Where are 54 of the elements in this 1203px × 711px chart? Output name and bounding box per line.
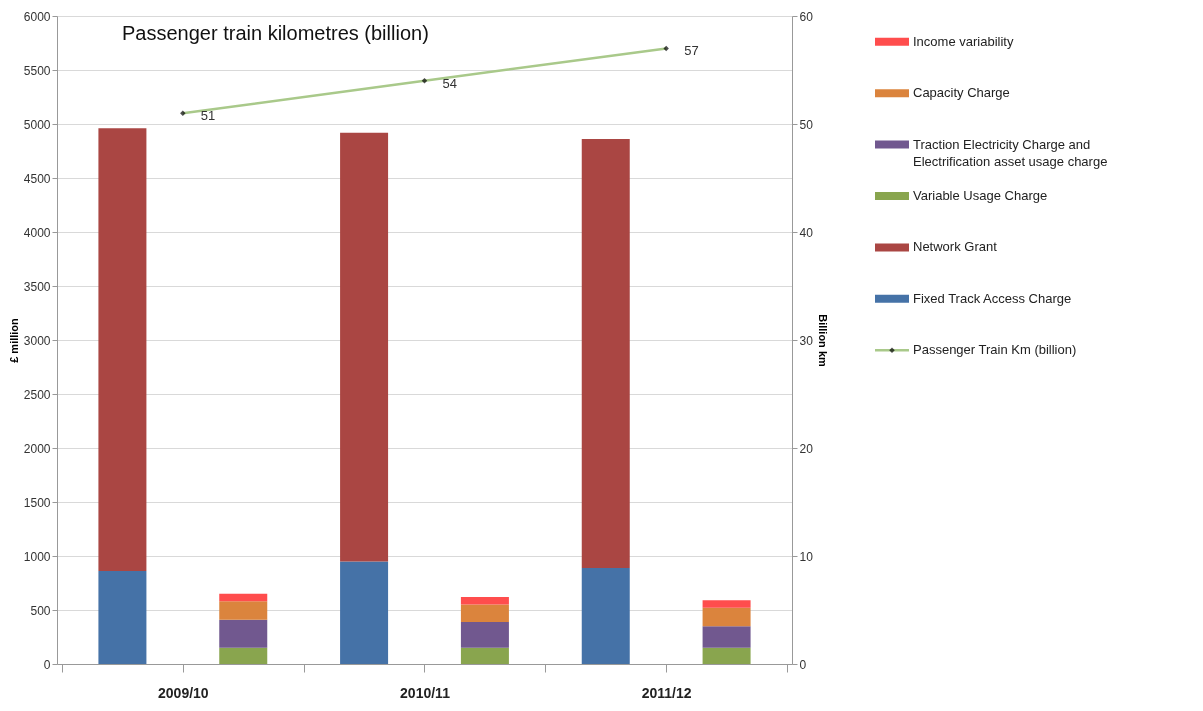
y-axis-title: £ million xyxy=(7,317,20,363)
bar xyxy=(702,607,751,627)
y-tick-label: 4500 xyxy=(23,171,51,186)
y-tick-label: 3000 xyxy=(23,333,51,348)
bar xyxy=(340,561,389,664)
data-label: 57 xyxy=(684,43,699,59)
y-tick-label: 2500 xyxy=(23,387,51,402)
legend-label: Fixed Track Access Charge xyxy=(913,290,1072,306)
legend-label: Variable Usage Charge xyxy=(913,188,1048,203)
y-tick-label: 1000 xyxy=(23,549,51,564)
bar xyxy=(219,601,268,620)
x-tick-label: 2011/12 xyxy=(641,684,692,701)
y2-tick-label: 50 xyxy=(799,117,814,132)
y2-tick-label: 60 xyxy=(799,9,814,24)
legend-label: Income variability xyxy=(913,33,1014,49)
y-tick-label: 4000 xyxy=(23,225,51,240)
y-tick-label: 3500 xyxy=(23,279,51,294)
annotation: Passenger train kilometres (billion) xyxy=(122,22,429,44)
bar xyxy=(98,128,147,572)
bar xyxy=(581,139,630,568)
y2-tick-label: 40 xyxy=(799,225,814,240)
data-label: 54 xyxy=(442,75,457,91)
x-tick-label: 2010/11 xyxy=(400,684,451,701)
bar xyxy=(460,597,509,605)
y2-tick-label: 10 xyxy=(799,549,814,564)
legend-label: Capacity Charge xyxy=(913,85,1010,101)
bar xyxy=(702,647,751,664)
bar xyxy=(460,604,509,622)
y2-axis-title: Billion km xyxy=(816,314,829,367)
y-tick-label: 5500 xyxy=(23,63,51,78)
data-label: 51 xyxy=(200,108,216,124)
bar xyxy=(460,621,509,648)
bar xyxy=(219,647,268,664)
y-tick-label: 500 xyxy=(30,603,51,618)
y-tick-label: 0 xyxy=(43,657,51,672)
bar xyxy=(98,571,147,664)
bar xyxy=(219,619,268,648)
y2-tick-label: 30 xyxy=(799,333,814,348)
bar xyxy=(702,600,751,608)
y2-tick-label: 20 xyxy=(799,441,814,456)
legend-label: Passenger Train Km (billion) xyxy=(913,342,1077,358)
y-tick-label: 6000 xyxy=(23,9,51,24)
y-tick-label: 5000 xyxy=(23,117,51,132)
x-tick-label: 2009/10 xyxy=(158,684,209,701)
y-tick-label: 2000 xyxy=(23,441,51,456)
bar xyxy=(460,647,509,664)
y-tick-label: 1500 xyxy=(23,495,51,510)
bar xyxy=(581,567,630,664)
bar xyxy=(340,132,389,562)
y2-tick-label: 0 xyxy=(799,657,807,672)
legend-label: Traction Electricity Charge and Electrification asset usage charge xyxy=(913,136,1108,169)
bar xyxy=(702,626,751,648)
legend-label: Network Grant xyxy=(913,239,998,255)
bar xyxy=(219,593,268,602)
